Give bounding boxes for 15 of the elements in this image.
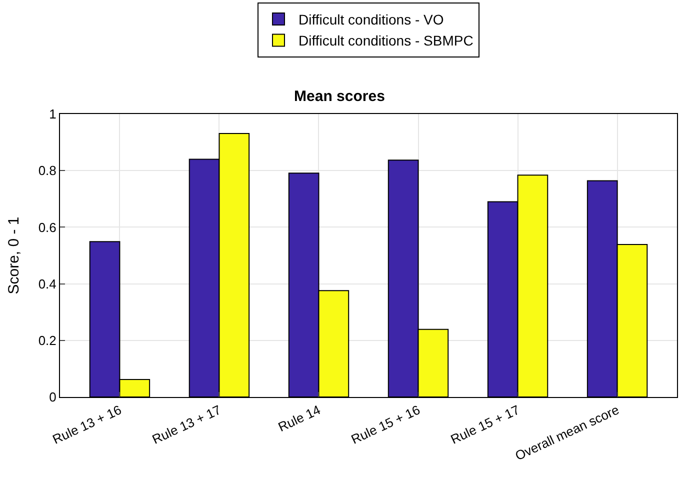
chart-title: Mean scores (294, 88, 385, 106)
legend-label: Difficult conditions - SBMPC (298, 32, 474, 49)
x-tick-label: Rule 13 + 16 (50, 402, 124, 448)
y-tick-label: 1 (49, 106, 56, 122)
x-tick-label: Rule 15 + 16 (348, 402, 422, 448)
y-tick-label: 0.2 (38, 332, 56, 348)
x-tick-label: Rule 14 (276, 402, 323, 435)
x-tick-label: Rule 13 + 17 (150, 402, 224, 448)
y-tick-label: 0 (49, 390, 56, 405)
y-axis-title: Score, 0 - 1 (6, 216, 23, 294)
y-tick-label: 0.4 (38, 276, 56, 292)
x-tick-label: Rule 15 + 17 (448, 402, 522, 448)
y-tick-label: 0.6 (38, 220, 56, 235)
legend-label: Difficult conditions - VO (298, 11, 444, 28)
y-tick-label: 0.8 (38, 163, 56, 178)
